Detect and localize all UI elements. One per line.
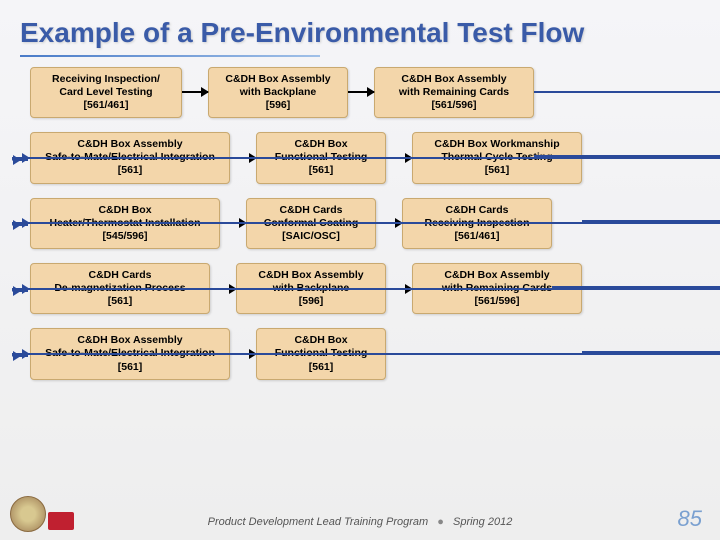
- connector-bottom-icon: [12, 353, 720, 355]
- footer-separator-icon: ●: [437, 516, 444, 528]
- node-line: C&DH Box: [37, 204, 213, 217]
- node-line: Card Level Testing: [37, 86, 175, 99]
- node-line: with Remaining Cards: [381, 86, 527, 99]
- node-line: [561/596]: [381, 99, 527, 112]
- footer-program: Product Development Lead Training Progra…: [208, 516, 429, 528]
- node-line: [561]: [263, 361, 379, 374]
- node-line: C&DH Box Assembly: [37, 334, 223, 347]
- node-line: C&DH Box: [263, 334, 379, 347]
- node-line: C&DH Cards: [409, 204, 545, 217]
- arrow-into-node-icon: [22, 349, 30, 359]
- node-line: [561]: [263, 164, 379, 177]
- connector-bottom-icon: [12, 288, 720, 290]
- flow-row: Receiving Inspection/Card Level Testing[…: [30, 67, 690, 118]
- node-line: C&DH Box Assembly: [215, 73, 341, 86]
- node-line: [561/596]: [419, 295, 575, 308]
- connector-bottom-icon: [12, 157, 720, 159]
- node-line: C&DH Box: [263, 138, 379, 151]
- flow-node: Receiving Inspection/Card Level Testing[…: [30, 67, 182, 118]
- footer-text: Product Development Lead Training Progra…: [0, 516, 720, 528]
- node-line: [596]: [215, 99, 341, 112]
- node-line: [596]: [243, 295, 379, 308]
- node-line: [561]: [37, 164, 223, 177]
- node-line: [545/596]: [37, 230, 213, 243]
- node-line: C&DH Box Assembly: [37, 138, 223, 151]
- arrow-into-node-icon: [22, 153, 30, 163]
- arrow-right-icon: [182, 91, 208, 93]
- page-number: 85: [678, 506, 702, 532]
- node-line: [561]: [419, 164, 575, 177]
- slide-title: Example of a Pre-Environmental Test Flow: [0, 0, 720, 53]
- flowchart-area: Receiving Inspection/Card Level Testing[…: [0, 67, 720, 380]
- node-line: C&DH Box Assembly: [243, 269, 379, 282]
- node-line: C&DH Box Assembly: [419, 269, 575, 282]
- node-line: C&DH Cards: [37, 269, 203, 282]
- node-line: [561]: [37, 361, 223, 374]
- node-line: [561/461]: [409, 230, 545, 243]
- node-line: C&DH Cards: [253, 204, 369, 217]
- node-line: Receiving Inspection/: [37, 73, 175, 86]
- node-line: C&DH Box Assembly: [381, 73, 527, 86]
- node-line: C&DH Box Workmanship: [419, 138, 575, 151]
- connector-bottom-icon: [12, 222, 720, 224]
- title-underline: [20, 55, 320, 57]
- footer-term: Spring 2012: [453, 516, 512, 528]
- node-line: [SAIC/OSC]: [253, 230, 369, 243]
- node-line: with Backplane: [215, 86, 341, 99]
- arrow-right-icon: [348, 91, 374, 93]
- flow-node: C&DH Box Assemblywith Backplane[596]: [208, 67, 348, 118]
- arrow-into-node-icon: [22, 284, 30, 294]
- node-line: [561]: [37, 295, 203, 308]
- arrow-into-node-icon: [22, 218, 30, 228]
- flow-node: C&DH Box Assemblywith Remaining Cards[56…: [374, 67, 534, 118]
- node-line: [561/461]: [37, 99, 175, 112]
